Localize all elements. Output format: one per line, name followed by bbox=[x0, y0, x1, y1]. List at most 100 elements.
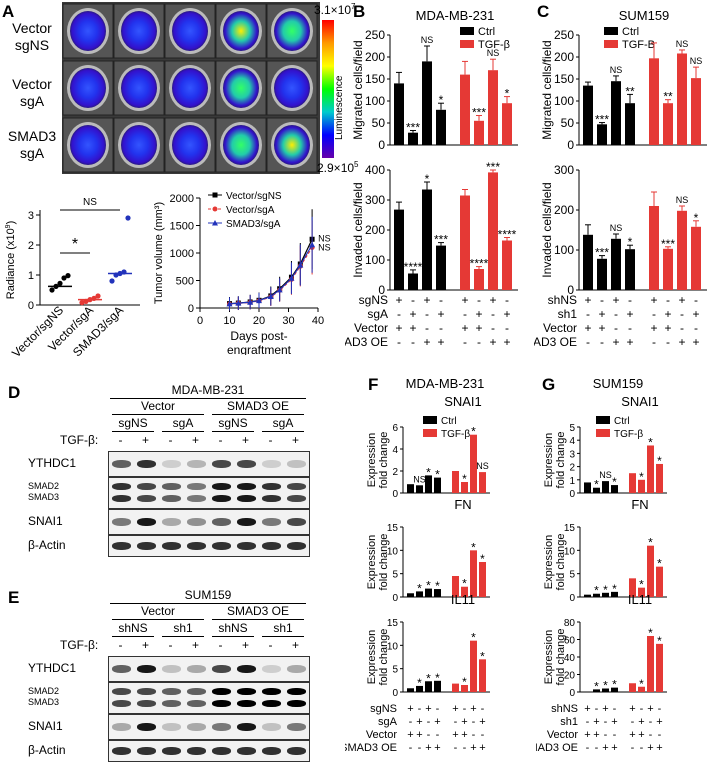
chart-ytick: 10 bbox=[387, 546, 399, 557]
significance-mark: ** bbox=[625, 84, 635, 98]
condition-sign: - bbox=[418, 703, 422, 715]
chart-ytick: 40 bbox=[564, 653, 576, 664]
condition-sign: + bbox=[434, 716, 440, 728]
tgf-sign: + bbox=[183, 638, 208, 652]
bar bbox=[602, 481, 609, 493]
condition-sign: - bbox=[477, 335, 481, 349]
condition-sign: + bbox=[584, 703, 590, 715]
chart-ylabel: Expression bbox=[366, 433, 378, 487]
bar bbox=[597, 259, 607, 290]
significance-mark: * bbox=[612, 582, 617, 596]
condition-sign: + bbox=[612, 293, 619, 307]
tgf-sign: - bbox=[258, 638, 283, 652]
condition-sign: + bbox=[395, 321, 402, 335]
condition-sign: - bbox=[666, 293, 670, 307]
blot-band bbox=[212, 700, 231, 707]
blot-band bbox=[162, 460, 181, 468]
legend-swatch bbox=[460, 40, 474, 48]
chart-ytick: 50 bbox=[372, 116, 386, 130]
condition-sign: - bbox=[454, 716, 458, 728]
tgf-sign: + bbox=[233, 638, 258, 652]
blot-band bbox=[162, 542, 181, 550]
condition-sign: - bbox=[436, 703, 440, 715]
chart-ytick: 15 bbox=[387, 523, 399, 534]
condition-sign: - bbox=[604, 716, 608, 728]
blot-group-rule bbox=[112, 619, 204, 620]
chart-ytick: 5 bbox=[392, 665, 398, 676]
significance-mark: * bbox=[603, 679, 608, 693]
condition-sign: - bbox=[586, 335, 590, 349]
significance-mark: * bbox=[426, 579, 431, 593]
chart-ylabel: Expression bbox=[543, 433, 555, 487]
luminescence-color-scale bbox=[322, 20, 334, 158]
chart-ytick: 150 bbox=[365, 72, 385, 86]
tumor-signal bbox=[223, 125, 259, 165]
blot-band bbox=[112, 495, 131, 502]
tumor-xtick: 0 bbox=[197, 315, 203, 327]
condition-sign: - bbox=[600, 293, 604, 307]
condition-sign: + bbox=[423, 293, 430, 307]
condition-sign: + bbox=[434, 742, 440, 754]
bioluminescence-image-grid bbox=[62, 2, 320, 174]
condition-sign: - bbox=[427, 729, 431, 741]
significance-mark: * bbox=[439, 93, 444, 107]
condition-sign: + bbox=[593, 729, 599, 741]
tumor-signal bbox=[274, 68, 310, 108]
condition-sign: + bbox=[479, 742, 485, 754]
chart-ytick: 80 bbox=[564, 618, 576, 629]
blot-group-label: SMAD3 OE bbox=[208, 604, 308, 618]
radiance-sig-star: * bbox=[72, 236, 78, 253]
legend-swatch bbox=[423, 416, 437, 424]
radiance-scatter-chart: Radiance (x109)0123Vector/sgNSVector/sgA… bbox=[0, 185, 150, 375]
significance-mark: **** bbox=[470, 257, 489, 271]
tumor-signal bbox=[172, 125, 208, 165]
tumor-signal bbox=[70, 68, 106, 108]
radiance-point bbox=[95, 293, 100, 298]
blot-band bbox=[162, 483, 181, 490]
condition-sign: + bbox=[475, 307, 482, 321]
condition-sign: - bbox=[652, 335, 656, 349]
bar bbox=[597, 124, 607, 145]
blot-group-label: Vector bbox=[108, 604, 208, 618]
radiance-ytick: 0 bbox=[28, 300, 34, 312]
tumor-signal bbox=[121, 125, 157, 165]
tgf-sign: + bbox=[133, 433, 158, 447]
significance-mark: NS bbox=[676, 39, 689, 49]
antibody-label: SNAI1 bbox=[28, 514, 104, 528]
significance-mark: * bbox=[417, 676, 422, 690]
condition-sign: - bbox=[397, 335, 401, 349]
condition-sign: - bbox=[409, 742, 413, 754]
blot-band bbox=[237, 688, 256, 695]
condition-row-label: shNS bbox=[551, 703, 578, 715]
radiance-point bbox=[65, 273, 70, 278]
chart-ytick: 300 bbox=[365, 193, 385, 207]
blot-group-label: SMAD3 OE bbox=[208, 399, 308, 413]
luminescence-scale-title: Luminescence bbox=[334, 20, 345, 140]
radiance-ylabel: Radiance (x109) bbox=[5, 221, 17, 300]
blot-band bbox=[237, 518, 256, 526]
chart-ylabel: Expression bbox=[543, 630, 555, 684]
blot-band bbox=[162, 723, 181, 731]
chart-ytick: 250 bbox=[554, 28, 574, 42]
bar bbox=[436, 246, 446, 290]
tumor-legend-label: SMAD3/sgA bbox=[226, 219, 281, 230]
radiance-point bbox=[125, 215, 130, 220]
tumor-ytick: 0 bbox=[188, 303, 194, 315]
condition-sign: + bbox=[503, 335, 510, 349]
chart-ytick: 200 bbox=[554, 203, 574, 217]
radiance-point bbox=[49, 287, 54, 292]
condition-sign: + bbox=[678, 335, 685, 349]
tumor-ytick: 1000 bbox=[170, 248, 194, 260]
panel-label-e: E bbox=[8, 588, 19, 608]
condition-sign: - bbox=[477, 293, 481, 307]
chart-ytick: 0 bbox=[392, 489, 398, 500]
tumor-xtick: 30 bbox=[282, 315, 294, 327]
condition-sign: + bbox=[664, 307, 671, 321]
blot-strip bbox=[108, 714, 310, 740]
tumor-signal bbox=[223, 11, 259, 51]
tumor-end-ns: NS bbox=[318, 242, 331, 252]
